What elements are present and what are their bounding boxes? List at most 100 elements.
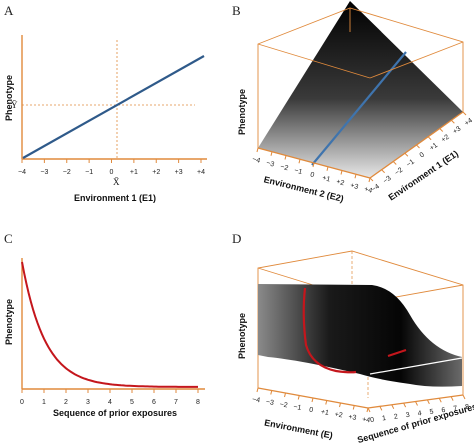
panel-d-seq-tick-label: 5 [429,408,434,415]
panel-c-x-tick-label: 7 [174,399,178,406]
panel-b-e1-line [311,51,407,166]
panel-b-e1-tick-mark [439,128,444,132]
panel-d-seq-tick-label: 7 [453,405,458,412]
panel-d-seq-tick-mark [415,401,418,406]
panel-b-e2-tick-label: −3 [265,160,275,169]
panel-b-e1-tick-label: −2 [394,167,405,177]
panel-c-x-tick-label: 1 [42,399,46,406]
panel-b-e2-tick-label: +1 [321,175,331,184]
panel-b-letter: B [232,3,241,18]
panel-c-x-axis-title: Sequence of prior exposures [53,408,177,418]
panel-b-e2-tick-mark [340,170,343,175]
panel-b-e2-tick-mark [256,147,259,153]
panel-b-e2-tick-mark [312,162,315,168]
panel-b-e2-axis-title: Environment 2 (E2) [263,174,345,204]
panel-d-seq-tick-label: 0 [370,417,375,424]
panel-d-e-tick-mark [352,405,355,410]
panel-d-seq-tick-mark [367,407,371,413]
panel-b-e1-tick-mark [404,152,409,157]
panel-b-e1-tick-label: +4 [463,117,474,127]
panel-d-seq-tick-label: 2 [394,413,399,420]
panel-b-e2-tick-mark [298,159,301,164]
panel-d-e-tick-label: +3 [348,414,357,422]
panel-d-e-tick-mark [297,395,300,400]
panel-d-e-tick-label: 0 [309,407,314,415]
panel-b-e1-tick-label: +1 [429,142,440,152]
panel-d-e-tick-label: −1 [293,404,302,412]
panel-d-seq-tick-label: 3 [405,412,410,419]
panel-c-x-ticks: 0 1 2 3 4 5 6 7 8 [20,389,200,406]
panel-a-x-tick-label: −1 [85,169,93,176]
panel-b-e1-tick-mark [427,136,432,141]
panel-c-decay-curve [21,261,198,388]
panel-b-e2-tick-mark [284,155,287,160]
panel-d-seq-tick-mark [426,399,430,405]
panel-d-seq-tick-mark [391,404,395,409]
panel-d-seq-tick-label: 4 [417,410,422,417]
panel-b-e1-tick-mark [369,177,374,182]
panel-a-x-tick-label: +4 [197,169,205,176]
panel-d-e-tick-mark [339,402,341,408]
panel-b-e1-tick-label: −4 [370,183,381,193]
panel-d-seq-tick-label: 1 [382,415,387,422]
panel-d-surface [258,284,462,387]
panel-d-letter: D [232,231,241,246]
panel-b-e2-tick-label: −2 [279,163,289,172]
panel-b-e1-tick-label: 0 [419,151,426,159]
panel-c-letter: C [4,231,13,246]
panel-b-e1-tick-label: −1 [405,158,416,168]
panel-b-e1-tick-mark [451,119,455,124]
panel-d-e-tick-mark [325,400,328,405]
panel-b-e1-tick-mark [392,161,397,165]
panel-a-x-tick-label: +3 [175,169,183,176]
panel-d-seq-tick-mark [438,398,442,403]
panel-a-letter: A [4,3,14,18]
panel-a-y-axis-title: Phenotype [4,75,14,121]
panel-a: A −4 −3 −2 −1 0 +1 +2 +3 +4 Ȳ X̄ Environment 1 (… [4,3,207,203]
panel-d-e-axis-title: Environment (E) [263,418,333,441]
panel-d-e-tick-mark [311,397,314,403]
panel-d-seq-tick-mark [450,396,454,401]
panel-d-seq-tick-label: 8 [465,404,470,411]
panel-b-e2-tick-mark [270,151,273,156]
panel-a-x-tick-label: −3 [40,169,48,176]
panel-c-x-tick-label: 2 [64,399,68,406]
panel-d-e-tick-label: −4 [252,396,261,404]
panel-b-e2-tick-label: +3 [349,182,359,191]
panel-c-x-tick-label: 4 [108,399,112,406]
panel-a-x-ticks: −4 −3 −2 −1 0 +1 +2 +3 +4 [18,159,205,176]
panel-b-e2-tick-label: +2 [335,178,345,187]
panel-d-e-tick-label: −3 [265,399,274,407]
panel-c-y-axis-title: Phenotype [4,299,14,345]
panel-b-y-axis-title: Phenotype [237,89,247,135]
panel-d-seq-tick-label: 6 [441,407,446,414]
panel-b-e2-tick-label: −4 [251,156,261,165]
panel-b-e1-tick-mark [381,169,385,174]
panel-d-reaction-norm-segment [387,349,407,357]
panel-c-x-tick-label: 0 [20,399,24,406]
panel-d-decay-curve [302,287,357,374]
panel-a-x-tick-label: −2 [63,169,71,176]
panel-b-e2-tick-mark [368,177,371,183]
panel-b-e1-ticks: −4−3−2−10+1+2+3+4 [369,111,474,194]
panel-a-x-axis-title: Environment 1 (E1) [74,193,156,203]
panel-a-mean-x-label: X̄ [113,177,120,187]
panel-d-e-tick-label: +2 [334,411,343,419]
panel-d-e-tick-mark [270,390,273,395]
panel-b-surface [258,1,463,178]
panel-c-x-tick-label: 3 [86,399,90,406]
panel-c-x-tick-label: 6 [152,399,156,406]
panel-d-e-tick-mark [284,392,286,398]
panel-d-seq-tick-mark [462,394,466,400]
panel-d-seq-tick-mark [403,402,407,408]
panel-d-e-tick-label: +1 [320,409,329,417]
panel-b-e2-tick-mark [354,174,357,179]
panel-d-seq-tick-mark [379,406,383,411]
panel-c-x-tick-label: 8 [196,399,200,406]
panel-d-e-ticks: −4 −3 −2 −1 0 +1 +2 +3 +4 [252,387,371,424]
panel-a-x-tick-label: 0 [110,169,114,176]
panel-b-e2-tick-label: 0 [309,171,315,179]
